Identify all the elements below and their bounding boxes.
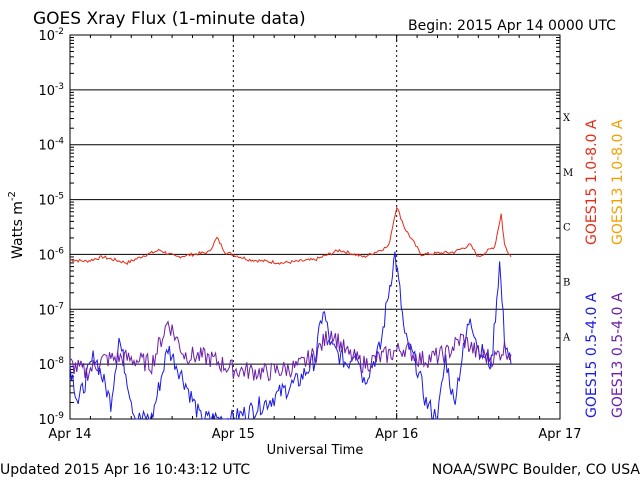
y-tick-label: 10-8	[38, 356, 64, 373]
chart-title: GOES Xray Flux (1-minute data)	[33, 9, 306, 29]
y-tick-label: 10-2	[38, 27, 64, 44]
x-tick-label: Apr 17	[538, 427, 581, 442]
y-tick-label: 10-3	[38, 82, 64, 99]
series-line	[70, 252, 511, 420]
flare-class-label: A	[562, 332, 571, 343]
x-tick-label: Apr 16	[375, 427, 418, 442]
legend-entry: GOES13 0.5-4.0 A	[610, 292, 626, 418]
series-line	[70, 322, 511, 381]
series-line	[70, 208, 511, 265]
flare-class-label: X	[563, 113, 571, 124]
begin-time: Begin: 2015 Apr 14 0000 UTC	[408, 18, 616, 34]
y-tick-label: 10-9	[38, 411, 64, 428]
legend-entry: GOES15 0.5-4.0 A	[584, 292, 600, 418]
legend-entry: GOES15 1.0-8.0 A	[584, 119, 600, 245]
x-tick-label: Apr 15	[212, 427, 255, 442]
flare-class-label: M	[563, 168, 573, 179]
svg-text:Watts m-2: Watts m-2	[7, 191, 26, 259]
credit-text: NOAA/SWPC Boulder, CO USA	[432, 462, 640, 478]
x-tick-label: Apr 14	[48, 427, 91, 442]
y-tick-label: 10-6	[38, 246, 64, 263]
flare-class-label: B	[563, 278, 570, 289]
y-tick-label: 10-7	[38, 301, 64, 318]
flare-class-label: C	[563, 223, 571, 234]
x-axis-label: Universal Time	[267, 443, 364, 458]
legend-entry: GOES13 1.0-8.0 A	[610, 119, 626, 245]
y-axis-label: Watts m-2	[7, 191, 26, 259]
y-tick-label: 10-5	[38, 192, 64, 209]
y-tick-label: 10-4	[38, 137, 64, 154]
updated-time: Updated 2015 Apr 16 10:43:12 UTC	[0, 462, 250, 478]
